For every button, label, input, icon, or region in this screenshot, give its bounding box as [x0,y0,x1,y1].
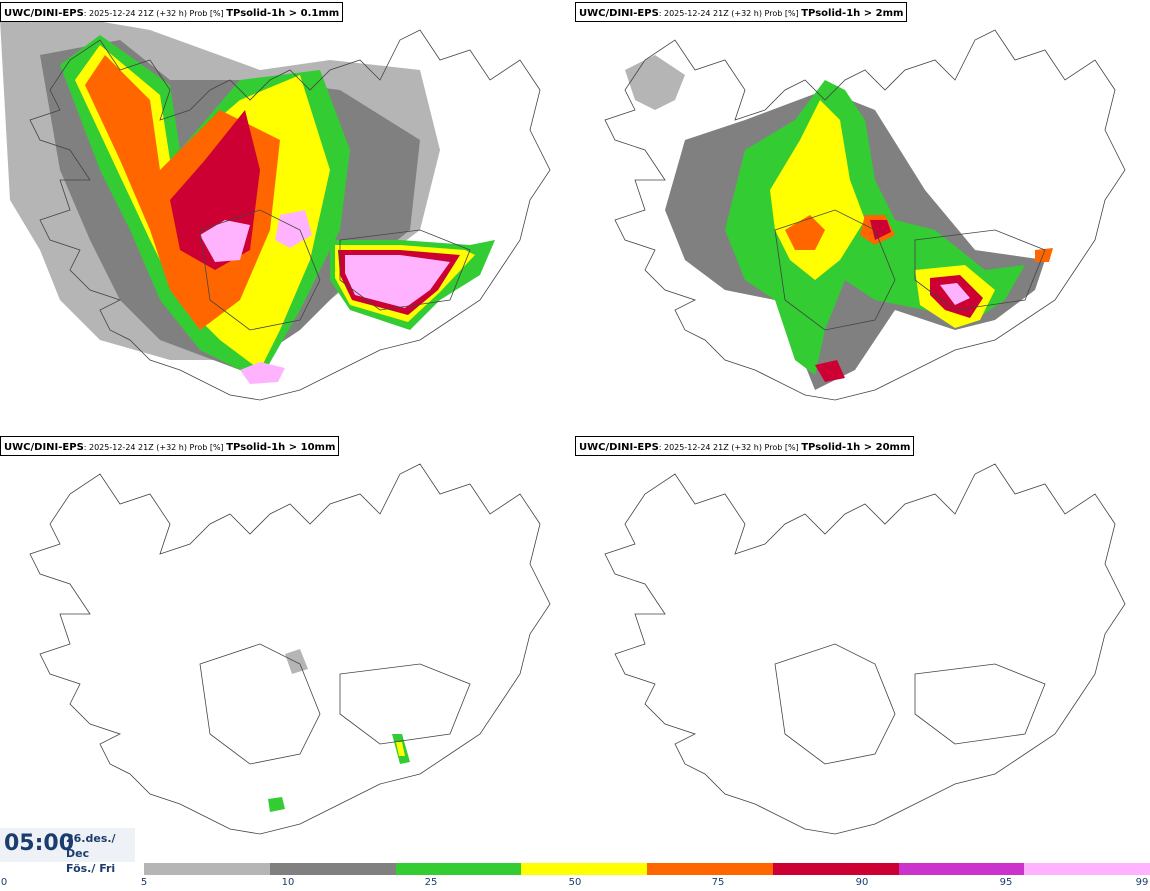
colorbar-segment [521,863,647,875]
map-iceland-20mm [604,463,1126,835]
iceland-coastline [604,463,1126,835]
run-info: : 2025-12-24 21Z (+32 h) Prob [%] [658,443,802,452]
colorbar-tick: 10 [281,877,295,888]
valid-time: 05:00 [4,831,75,856]
colorbar-segment [772,863,899,875]
colorbar-segment [898,863,1025,875]
probability-field [0,18,495,384]
panel-title: UWC/DINI-EPS: 2025-12-24 21Z (+32 h) Pro… [575,436,915,456]
valid-date: 26.des./ Dec Fös./ Fri [66,831,135,876]
iceland-coastline [29,463,551,835]
colorbar-tick: 99 [1135,877,1149,888]
colorbar-segment [1024,863,1150,875]
colorbar-segment [269,863,396,875]
valid-date-line2: Fös./ Fri [66,862,116,875]
colorbar-tick: 75 [711,877,725,888]
colorbar-tick: 0 [0,877,8,888]
colorbar-segment [395,863,522,875]
map-iceland-2mm [604,29,1126,401]
valid-time-box: 05:00 26.des./ Dec Fös./ Fri [0,828,135,875]
model-name: UWC/DINI-EPS [4,8,84,19]
colorbar-tick: 5 [140,877,148,888]
panel-title: UWC/DINI-EPS: 2025-12-24 21Z (+32 h) Pro… [0,436,340,456]
panel-title: UWC/DINI-EPS: 2025-12-24 21Z (+32 h) Pro… [0,2,344,22]
probability-field [268,649,410,812]
colorbar-tick: 50 [568,877,582,888]
run-info: : 2025-12-24 21Z (+32 h) Prob [%] [658,9,802,18]
probability-field [625,55,1053,390]
iceland-coastline [29,29,551,401]
map-panel-2mm: UWC/DINI-EPS: 2025-12-24 21Z (+32 h) Pro… [575,0,1150,430]
parameter-label: TPsolid-1h > 20mm [801,442,911,453]
map-iceland-10mm [29,463,551,835]
map-panel-10mm: UWC/DINI-EPS: 2025-12-24 21Z (+32 h) Pro… [0,434,575,864]
model-name: UWC/DINI-EPS [579,442,659,453]
parameter-label: TPsolid-1h > 0.1mm [226,8,340,19]
parameter-label: TPsolid-1h > 10mm [226,442,336,453]
map-panel-20mm: UWC/DINI-EPS: 2025-12-24 21Z (+32 h) Pro… [575,434,1150,864]
parameter-label: TPsolid-1h > 2mm [801,8,904,19]
map-panel-0p1mm: UWC/DINI-EPS: 2025-12-24 21Z (+32 h) Pro… [0,0,575,430]
valid-date-line1: 26.des./ Dec [66,832,116,860]
colorbar-segment [647,863,773,875]
run-info: : 2025-12-24 21Z (+32 h) Prob [%] [83,9,227,18]
panel-title: UWC/DINI-EPS: 2025-12-24 21Z (+32 h) Pro… [575,2,908,22]
run-info: : 2025-12-24 21Z (+32 h) Prob [%] [83,443,227,452]
colorbar-tick: 95 [999,877,1013,888]
colorbar-segment [144,863,270,875]
colorbar-tick: 90 [855,877,869,888]
iceland-coastline [604,29,1126,401]
map-iceland-0p1mm [0,18,551,401]
model-name: UWC/DINI-EPS [4,442,84,453]
model-name: UWC/DINI-EPS [579,8,659,19]
probability-colorbar [144,863,1150,875]
colorbar-tick: 25 [424,877,438,888]
